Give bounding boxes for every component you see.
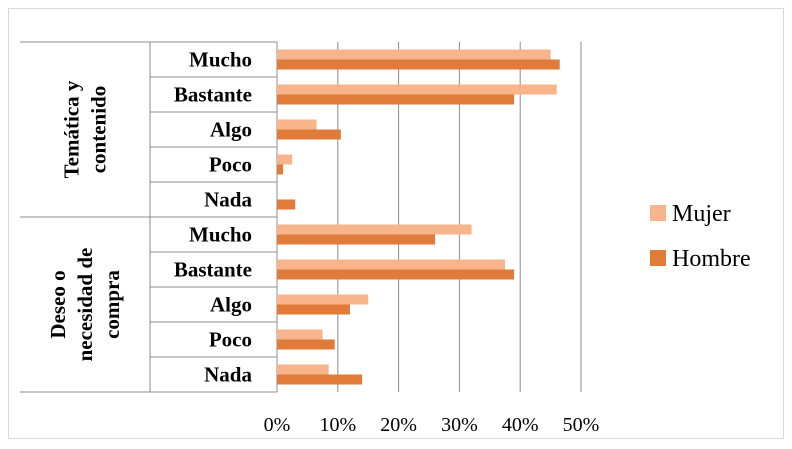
x-tick-label: 10% bbox=[319, 414, 356, 436]
bar-hombre bbox=[277, 374, 363, 385]
bar-mujer bbox=[277, 224, 472, 235]
bar-mujer bbox=[277, 364, 329, 375]
bar-hombre bbox=[277, 164, 284, 175]
bar-mujer bbox=[277, 84, 557, 95]
legend-swatch bbox=[650, 250, 666, 266]
group-label: Deseo o necesidad de compra bbox=[46, 248, 124, 362]
bar-mujer bbox=[277, 329, 323, 340]
category-label: Poco bbox=[209, 328, 252, 352]
category-label: Mucho bbox=[189, 48, 252, 72]
bar-mujer bbox=[277, 119, 317, 130]
category-label: Algo bbox=[210, 118, 252, 142]
bar-mujer bbox=[277, 49, 551, 60]
category-label: Algo bbox=[210, 293, 252, 317]
bar-hombre bbox=[277, 269, 515, 280]
x-tick-label: 0% bbox=[264, 414, 291, 436]
legend-label: Mujer bbox=[672, 201, 731, 227]
bar-hombre bbox=[277, 304, 350, 315]
bar-hombre bbox=[277, 129, 341, 140]
legend-swatch bbox=[650, 205, 666, 221]
bar-hombre bbox=[277, 94, 515, 105]
legend-label: Hombre bbox=[672, 246, 751, 272]
category-label: Mucho bbox=[189, 223, 252, 247]
bar-hombre bbox=[277, 234, 436, 245]
category-label: Poco bbox=[209, 153, 252, 177]
category-label: Nada bbox=[204, 363, 252, 387]
group-label: Temática y contenido bbox=[60, 80, 111, 178]
bar-hombre bbox=[277, 199, 296, 210]
x-tick-label: 40% bbox=[502, 414, 539, 436]
category-label: Bastante bbox=[174, 258, 252, 282]
bar-mujer bbox=[277, 294, 369, 305]
category-label: Bastante bbox=[174, 83, 252, 107]
bar-hombre bbox=[277, 59, 560, 70]
bar-hombre bbox=[277, 339, 335, 350]
bar-mujer bbox=[277, 259, 505, 270]
x-tick-label: 20% bbox=[380, 414, 417, 436]
chart-border bbox=[8, 8, 784, 439]
bar-mujer bbox=[277, 154, 293, 165]
x-tick-label: 50% bbox=[563, 414, 600, 436]
category-label: Nada bbox=[204, 188, 252, 212]
x-tick-label: 30% bbox=[441, 414, 478, 436]
